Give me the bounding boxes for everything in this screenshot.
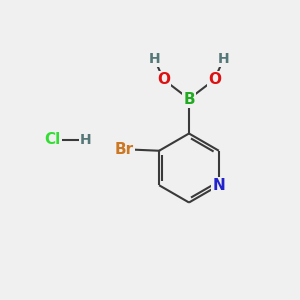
Text: B: B (183, 92, 195, 106)
Text: N: N (212, 178, 225, 193)
Text: O: O (208, 72, 221, 87)
Text: H: H (80, 133, 91, 146)
Text: Cl: Cl (44, 132, 61, 147)
Text: O: O (157, 72, 170, 87)
Text: H: H (218, 52, 229, 66)
Text: H: H (149, 52, 160, 66)
Text: Br: Br (115, 142, 134, 157)
